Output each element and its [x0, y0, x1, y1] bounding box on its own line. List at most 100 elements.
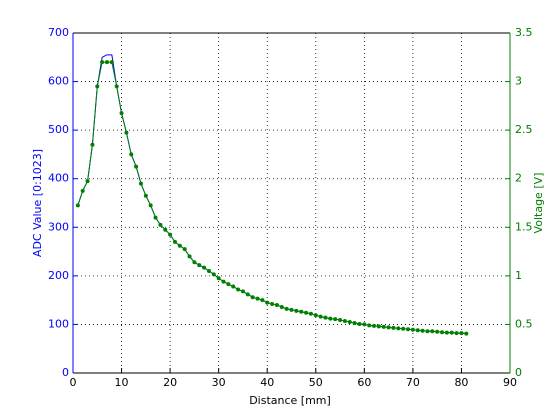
point: [255, 296, 260, 301]
x-tick-label: 80: [454, 376, 468, 389]
point: [177, 243, 182, 248]
y2-tick-label: 1: [515, 269, 522, 282]
point: [226, 282, 231, 287]
point: [168, 232, 173, 237]
point: [396, 326, 401, 331]
point: [109, 60, 114, 65]
point: [211, 272, 216, 277]
point: [376, 324, 381, 329]
point: [260, 298, 265, 303]
point: [381, 324, 386, 329]
y-tick-label: 700: [48, 26, 69, 39]
point: [420, 328, 425, 333]
y2-axis-label: Voltage [V]: [532, 173, 545, 234]
point: [236, 287, 241, 292]
point: [425, 329, 430, 334]
point: [328, 316, 333, 321]
y2-tick-label: 2: [515, 172, 522, 185]
point: [449, 330, 454, 335]
point: [323, 315, 328, 320]
point: [197, 263, 202, 268]
y2-tick-label: 3: [515, 75, 522, 88]
point: [367, 323, 372, 328]
point: [202, 265, 207, 270]
point: [459, 331, 464, 336]
x-tick-label: 90: [503, 376, 517, 389]
point: [440, 330, 445, 335]
point: [279, 304, 284, 309]
point: [401, 326, 406, 331]
point: [289, 307, 294, 312]
point: [206, 269, 211, 273]
x-axis-label: Distance [mm]: [249, 394, 331, 407]
point: [333, 317, 338, 322]
point: [352, 320, 357, 325]
point: [284, 306, 289, 311]
point: [304, 310, 309, 315]
y-axis-label: ADC Value [0:1023]: [31, 149, 44, 257]
x-tick-label: 30: [212, 376, 226, 389]
point: [182, 247, 187, 252]
point: [153, 215, 158, 220]
y2-tick-label: 3.5: [515, 26, 533, 39]
x-tick-label: 40: [260, 376, 274, 389]
point: [444, 330, 449, 335]
y-tick-label: 400: [48, 172, 69, 185]
y2-tick-label: 1.5: [515, 220, 533, 233]
point: [90, 142, 95, 147]
point: [143, 193, 148, 198]
point: [274, 303, 279, 307]
point: [308, 311, 313, 316]
point: [148, 203, 153, 208]
x-tick-label: 20: [163, 376, 177, 389]
point: [386, 325, 391, 330]
point: [138, 181, 143, 186]
point: [406, 327, 411, 332]
point: [119, 111, 124, 116]
point: [85, 179, 90, 184]
point: [454, 331, 459, 336]
point: [265, 300, 270, 305]
point: [245, 292, 250, 297]
x-tick-label: 10: [115, 376, 129, 389]
point: [410, 327, 415, 332]
x-tick-label: 70: [406, 376, 420, 389]
point: [372, 323, 377, 328]
point: [391, 325, 396, 330]
y-tick-label: 600: [48, 75, 69, 88]
x-tick-label: 50: [309, 376, 323, 389]
point: [100, 60, 105, 65]
point: [163, 227, 168, 232]
point: [318, 314, 323, 319]
point: [192, 260, 197, 265]
point: [124, 130, 129, 135]
point: [187, 254, 192, 259]
point: [430, 329, 435, 334]
point: [299, 309, 304, 314]
y2-tick-label: 0: [515, 366, 522, 379]
point: [134, 164, 139, 169]
point: [294, 308, 299, 313]
point: [221, 279, 226, 284]
point: [104, 60, 109, 65]
y-tick-label: 0: [62, 366, 69, 379]
point: [75, 203, 80, 208]
point: [338, 318, 343, 323]
point: [313, 313, 318, 318]
point: [347, 320, 352, 324]
point: [435, 329, 440, 334]
y-tick-label: 100: [48, 317, 69, 330]
point: [415, 328, 420, 333]
point: [231, 284, 236, 289]
point: [129, 152, 134, 157]
y-tick-label: 500: [48, 123, 69, 136]
point: [80, 188, 85, 193]
point: [158, 222, 163, 227]
y-tick-label: 200: [48, 269, 69, 282]
point: [216, 276, 221, 281]
y2-tick-label: 0.5: [515, 317, 533, 330]
point: [464, 331, 469, 336]
point: [172, 239, 177, 244]
y2-tick-label: 2.5: [515, 123, 533, 136]
